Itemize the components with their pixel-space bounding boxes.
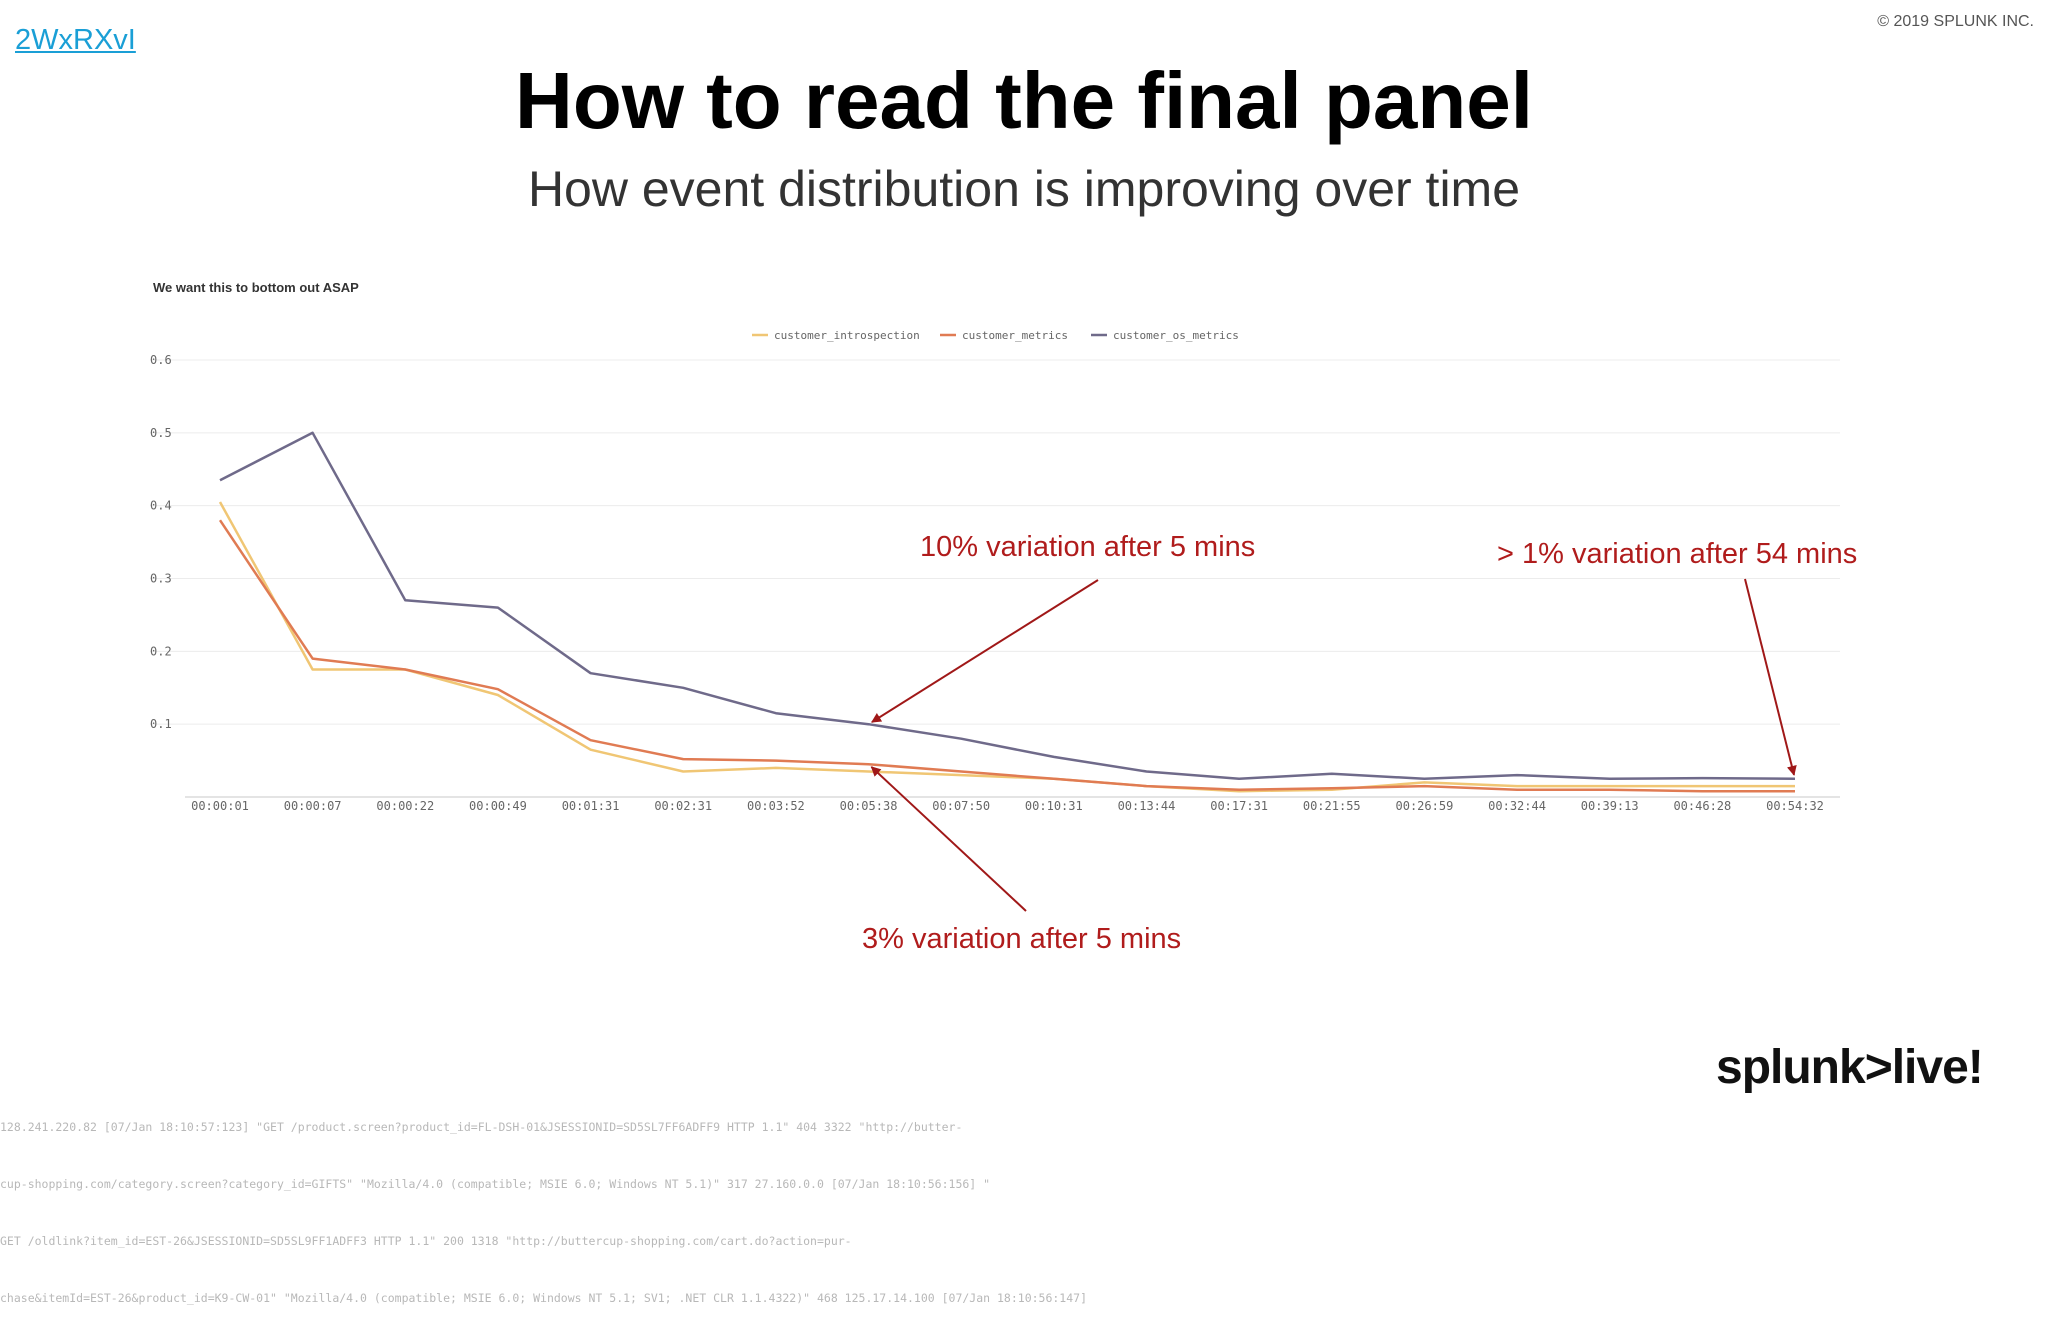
annotation-label: 10% variation after 5 mins [920, 531, 1255, 563]
x-tick-label: 00:10:31 [1025, 799, 1083, 813]
log-line: cup-shopping.com/category.screen?categor… [0, 1177, 991, 1191]
y-tick-label: 0.1 [150, 717, 172, 731]
series-line-customer_metrics [218, 519, 1795, 793]
legend-label: customer_introspection [774, 329, 920, 342]
legend-item[interactable]: customer_introspection [752, 329, 920, 342]
y-tick-label: 0.6 [150, 353, 172, 367]
x-tick-label: 00:05:38 [840, 799, 898, 813]
x-tick-label: 00:26:59 [1396, 799, 1454, 813]
y-tick-label: 0.5 [150, 426, 172, 440]
legend-item[interactable]: customer_metrics [940, 329, 1068, 342]
chart-title: We want this to bottom out ASAP [153, 280, 359, 295]
x-tick-label: 00:07:50 [932, 799, 990, 813]
annotation-label: 3% variation after 5 mins [862, 923, 1181, 955]
log-line: chase&itemId=EST-26&product_id=K9-CW-01"… [0, 1291, 1088, 1305]
annotation-arrow [870, 766, 1027, 912]
copyright-notice: © 2019 SPLUNK INC. [1877, 13, 2034, 30]
slide-subtitle: How event distribution is improving over… [527, 161, 1521, 217]
x-tick-label: 00:46:28 [1673, 799, 1731, 813]
series-line-customer_os_metrics [219, 431, 1796, 781]
y-tick-label: 0.3 [150, 572, 172, 586]
y-tick-label: 0.2 [150, 644, 172, 658]
y-tick-label: 0.4 [150, 499, 172, 513]
x-tick-label: 00:00:49 [469, 799, 527, 813]
x-tick-label: 00:01:31 [562, 799, 620, 813]
legend-label: customer_os_metrics [1113, 329, 1239, 342]
x-tick-label: 00:54:32 [1766, 799, 1824, 813]
annotation-label: > 1% variation after 54 mins [1497, 538, 1857, 570]
x-tick-label: 00:00:01 [191, 799, 249, 813]
short-link[interactable]: 2WxRXvI [15, 24, 136, 56]
log-line: 128.241.220.82 [07/Jan 18:10:57:123] "GE… [0, 1120, 963, 1134]
legend-item[interactable]: customer_os_metrics [1091, 329, 1239, 342]
x-tick-label: 00:02:31 [654, 799, 712, 813]
series-line-customer_introspection [218, 501, 1795, 793]
x-tick-label: 00:13:44 [1118, 799, 1176, 813]
x-tick-label: 00:32:44 [1488, 799, 1546, 813]
x-tick-label: 00:00:07 [284, 799, 342, 813]
annotation-arrow [871, 579, 1099, 723]
x-tick-label: 00:00:22 [376, 799, 434, 813]
log-background-text: 128.241.220.82 [07/Jan 18:10:57:123] "GE… [0, 1080, 1300, 1327]
line-chart: We want this to bottom out ASAP 0.1 0.2 0.… [150, 280, 1857, 955]
x-tick-label: 00:17:31 [1210, 799, 1268, 813]
legend-label: customer_metrics [962, 329, 1068, 342]
x-tick-label: 00:39:13 [1581, 799, 1639, 813]
annotation-arrow [1744, 578, 1797, 776]
x-tick-label: 00:03:52 [747, 799, 805, 813]
log-line: GET /oldlink?item_id=EST-26&JSESSIONID=S… [0, 1234, 852, 1248]
slide-title: How to read the final panel [515, 56, 1533, 145]
x-tick-label: 00:21:55 [1303, 799, 1361, 813]
splunk-live-logo: splunk>live! [1716, 1041, 1984, 1094]
